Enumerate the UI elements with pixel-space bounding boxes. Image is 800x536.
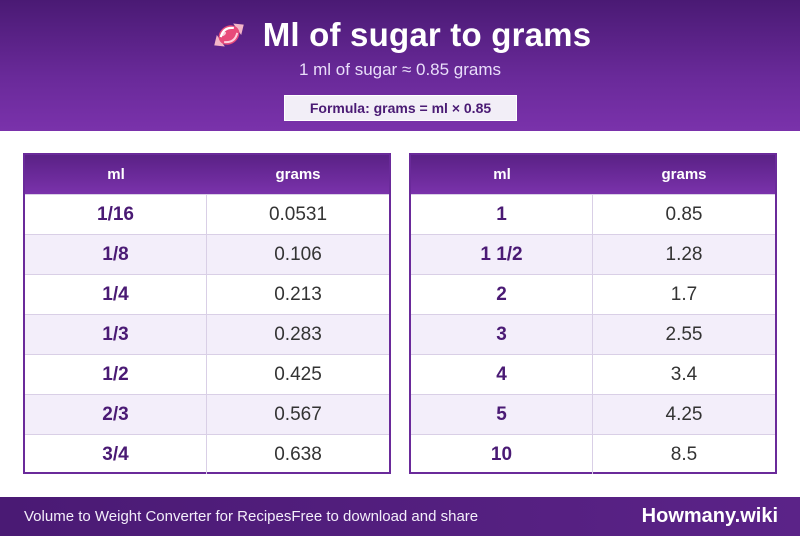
ml-cell: 5 — [411, 395, 593, 434]
ml-cell: 1/2 — [25, 355, 207, 394]
column-header-grams: grams — [661, 166, 707, 183]
conversion-table-left: ml grams 1/16 0.0531 1/8 0.106 1/4 0.213… — [23, 153, 391, 474]
footer-share-note: Free to download and share — [291, 508, 479, 525]
footer-text: Volume to Weight Converter for Recipes Fr… — [24, 497, 478, 536]
ml-cell: 1/16 — [25, 195, 207, 234]
conversion-table-right: ml grams 1 0.85 1 1/2 1.28 2 1.7 3 2.55 … — [409, 153, 777, 474]
table-row: 1/3 0.283 — [25, 314, 389, 354]
table-row: 3 2.55 — [411, 314, 775, 354]
table-row: 1/8 0.106 — [25, 234, 389, 274]
ml-cell: 2/3 — [25, 395, 207, 434]
grams-cell: 1.28 — [665, 243, 703, 265]
table-row: 4 3.4 — [411, 354, 775, 394]
table-header: ml grams — [25, 155, 389, 194]
ml-cell: 1/8 — [25, 235, 207, 274]
column-header-grams: grams — [275, 166, 321, 183]
ml-cell: 2 — [411, 275, 593, 314]
table-row: 1 1/2 1.28 — [411, 234, 775, 274]
table-row: 10 8.5 — [411, 434, 775, 474]
ml-cell: 1/4 — [25, 275, 207, 314]
grams-cell: 8.5 — [670, 443, 698, 465]
grams-cell: 4.25 — [665, 403, 703, 425]
grams-cell: 0.283 — [274, 323, 322, 345]
grams-cell: 2.55 — [665, 323, 703, 345]
grams-cell: 0.638 — [274, 443, 322, 465]
table-row: 1/4 0.213 — [25, 274, 389, 314]
ml-cell: 4 — [411, 355, 593, 394]
table-row: 2/3 0.567 — [25, 394, 389, 434]
ml-cell: 3/4 — [25, 435, 207, 474]
page-subtitle: 1 ml of sugar ≈ 0.85 grams — [298, 60, 502, 79]
grams-cell: 3.4 — [670, 363, 698, 385]
formula-badge: Formula: grams = ml × 0.85 — [284, 95, 517, 121]
column-header-ml: ml — [493, 166, 511, 183]
ml-cell: 3 — [411, 315, 593, 354]
candy-icon — [213, 23, 244, 47]
ml-cell: 1 — [411, 195, 593, 234]
table-header: ml grams — [411, 155, 775, 194]
footer-bar: Volume to Weight Converter for Recipes Fr… — [0, 497, 800, 536]
table-row: 1/2 0.425 — [25, 354, 389, 394]
header-banner: Ml of sugar to grams 1 ml of sugar ≈ 0.8… — [0, 0, 800, 131]
grams-cell: 0.85 — [665, 203, 703, 225]
grams-cell: 1.7 — [670, 283, 698, 305]
grams-cell: 0.0531 — [268, 203, 328, 225]
table-row: 5 4.25 — [411, 394, 775, 434]
footer-description: Volume to Weight Converter for Recipes — [24, 508, 292, 525]
ml-cell: 10 — [411, 435, 593, 474]
grams-cell: 0.106 — [274, 243, 322, 265]
table-row: 2 1.7 — [411, 274, 775, 314]
grams-cell: 0.425 — [274, 363, 322, 385]
ml-cell: 1 1/2 — [411, 235, 593, 274]
ml-cell: 1/3 — [25, 315, 207, 354]
grams-cell: 0.213 — [274, 283, 322, 305]
title-row: Ml of sugar to grams — [0, 14, 800, 56]
brand-logo-text[interactable]: Howmany.wiki — [641, 505, 778, 527]
column-header-ml: ml — [107, 166, 125, 183]
table-row: 1/16 0.0531 — [25, 194, 389, 234]
grams-cell: 0.567 — [274, 403, 322, 425]
table-row: 3/4 0.638 — [25, 434, 389, 474]
page-title: Ml of sugar to grams — [262, 16, 592, 53]
table-row: 1 0.85 — [411, 194, 775, 234]
